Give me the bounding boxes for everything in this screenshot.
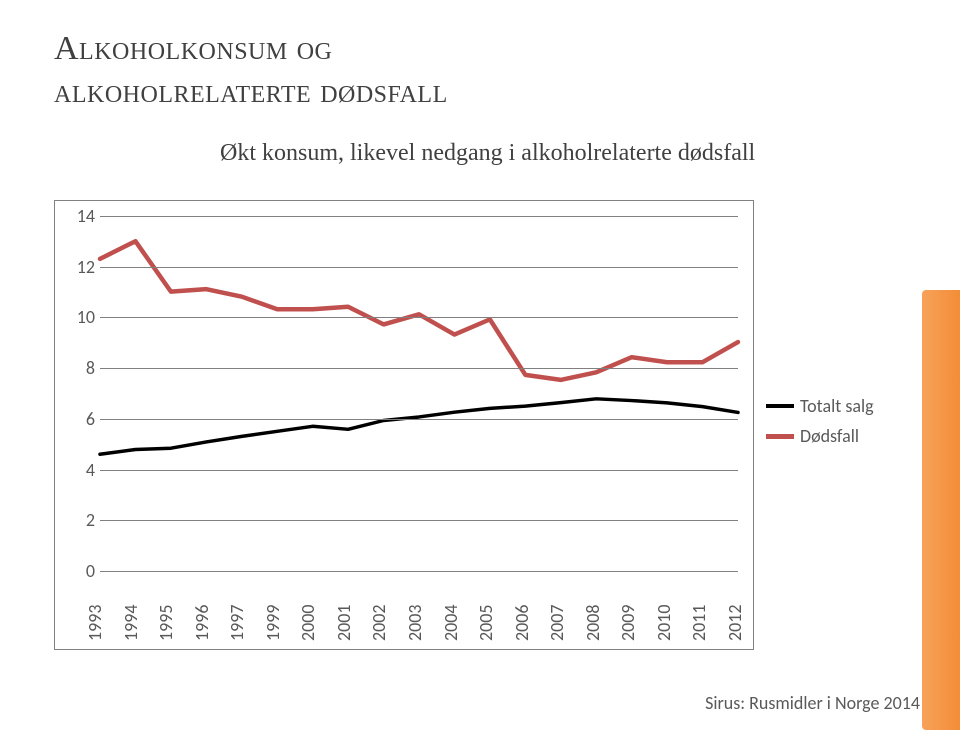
legend-item-dodsfall: Dødsfall — [766, 425, 874, 447]
gridline — [100, 470, 738, 471]
x-axis-labels: 1993199419951996199719992000200120022003… — [100, 571, 738, 641]
x-axis-label: 1997 — [226, 605, 248, 642]
series-line — [100, 399, 738, 454]
y-axis-label: 4 — [55, 459, 95, 481]
x-axis-label: 2012 — [724, 605, 746, 642]
slide: Alkoholkonsum og alkoholrelaterte dødsfa… — [0, 0, 960, 730]
x-axis-label: 1993 — [84, 605, 106, 642]
slide-subtitle: Økt konsum, likevel nedgang i alkoholrel… — [220, 140, 755, 167]
title-line-1: Alkoholkonsum og — [54, 30, 332, 67]
decor-band — [922, 290, 960, 730]
y-axis-label: 8 — [55, 357, 95, 379]
x-axis-label: 2004 — [440, 605, 462, 642]
gridline — [100, 368, 738, 369]
y-axis-label: 12 — [55, 256, 95, 278]
legend-swatch-2 — [766, 434, 794, 439]
gridline — [100, 216, 738, 217]
x-axis-label: 2002 — [368, 605, 390, 642]
x-axis-label: 2006 — [511, 605, 533, 642]
chart-container: 1993 1994 1995 1996 1997 1999 2000 2001 2002 2003… — [54, 200, 754, 650]
x-axis-label: 2011 — [688, 605, 710, 642]
legend: Totalt salg Dødsfall — [766, 395, 874, 455]
x-axis-label: 2008 — [582, 605, 604, 642]
x-axis-label: 2000 — [297, 605, 319, 642]
x-axis-label: 2007 — [546, 605, 568, 642]
y-axis-label: 14 — [55, 205, 95, 227]
x-axis-label: 2003 — [404, 605, 426, 642]
gridline — [100, 317, 738, 318]
gridline — [100, 267, 738, 268]
series-line — [100, 241, 738, 380]
legend-label-1: Totalt salg — [800, 395, 874, 417]
title-line-2: alkoholrelaterte dødsfall — [54, 73, 448, 110]
legend-swatch-1 — [766, 404, 794, 408]
gridline — [100, 419, 738, 420]
y-axis-label: 6 — [55, 408, 95, 430]
y-axis-label: 0 — [55, 560, 95, 582]
legend-item-totalt-salg: Totalt salg — [766, 395, 874, 417]
plot-area — [100, 216, 738, 569]
chart-svg — [100, 216, 738, 569]
x-axis-label: 2010 — [653, 605, 675, 642]
y-axis-label: 10 — [55, 306, 95, 328]
x-axis-label: 1994 — [120, 605, 142, 642]
y-axis-label: 2 — [55, 509, 95, 531]
slide-title: Alkoholkonsum og alkoholrelaterte dødsfa… — [54, 28, 448, 113]
x-axis-label: 1999 — [262, 605, 284, 642]
x-axis-label: 2005 — [475, 605, 497, 642]
gridline — [100, 520, 738, 521]
x-axis-label: 2009 — [617, 605, 639, 642]
x-axis-label: 1996 — [191, 605, 213, 642]
x-axis-label: 2001 — [333, 605, 355, 642]
legend-label-2: Dødsfall — [800, 425, 859, 447]
x-axis-label: 1995 — [155, 605, 177, 642]
source-citation: Sirus: Rusmidler i Norge 2014 — [705, 692, 920, 714]
